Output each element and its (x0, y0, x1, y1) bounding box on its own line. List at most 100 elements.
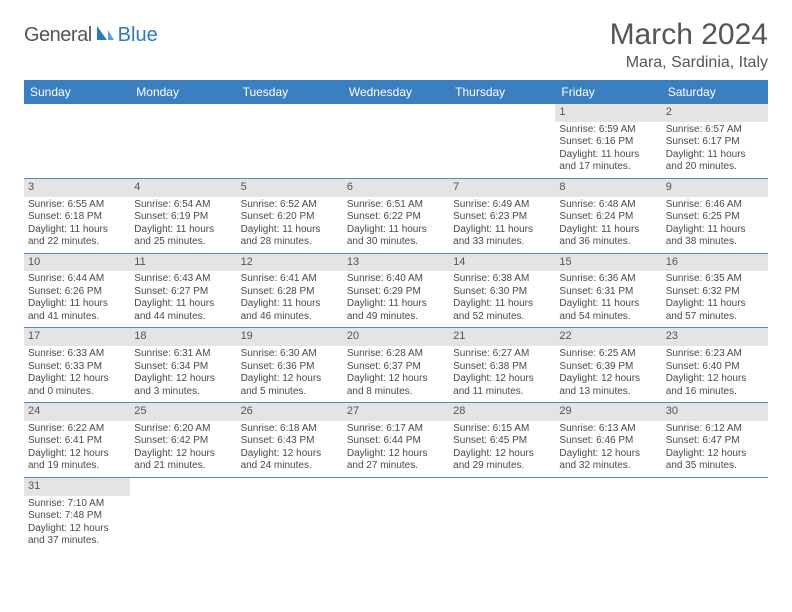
logo-text-2: Blue (118, 24, 158, 47)
day-cell (343, 104, 449, 178)
sunset-text: Sunset: 6:31 PM (559, 286, 657, 299)
sunrise-text: Sunrise: 6:36 AM (559, 273, 657, 286)
day-number: 19 (237, 328, 343, 346)
sunset-text: Sunset: 6:36 PM (241, 361, 339, 374)
sunset-text: Sunset: 6:32 PM (666, 286, 764, 299)
sunset-text: Sunset: 6:30 PM (453, 286, 551, 299)
sunset-text: Sunset: 6:29 PM (347, 286, 445, 299)
day-number: 12 (237, 254, 343, 272)
day-number: 4 (130, 179, 236, 197)
location: Mara, Sardinia, Italy (610, 54, 768, 72)
dow-cell: Saturday (662, 80, 768, 104)
sunset-text: Sunset: 6:26 PM (28, 286, 126, 299)
day1-text: Daylight: 12 hours (347, 373, 445, 386)
sunset-text: Sunset: 6:38 PM (453, 361, 551, 374)
day-number: 20 (343, 328, 449, 346)
sunset-text: Sunset: 6:43 PM (241, 435, 339, 448)
day-number: 30 (662, 403, 768, 421)
day-number: 16 (662, 254, 768, 272)
day-cell: 7Sunrise: 6:49 AMSunset: 6:23 PMDaylight… (449, 179, 555, 253)
sunrise-text: Sunrise: 6:18 AM (241, 423, 339, 436)
day-number: 13 (343, 254, 449, 272)
day2-text: and 57 minutes. (666, 311, 764, 324)
day-cell: 28Sunrise: 6:15 AMSunset: 6:45 PMDayligh… (449, 403, 555, 477)
week-row: 1Sunrise: 6:59 AMSunset: 6:16 PMDaylight… (24, 104, 768, 179)
day-number: 2 (662, 104, 768, 122)
day-cell: 8Sunrise: 6:48 AMSunset: 6:24 PMDaylight… (555, 179, 661, 253)
day1-text: Daylight: 12 hours (559, 448, 657, 461)
week-row: 17Sunrise: 6:33 AMSunset: 6:33 PMDayligh… (24, 328, 768, 403)
day1-text: Daylight: 11 hours (28, 224, 126, 237)
sunset-text: Sunset: 6:22 PM (347, 211, 445, 224)
sunset-text: Sunset: 6:45 PM (453, 435, 551, 448)
sunset-text: Sunset: 6:16 PM (559, 136, 657, 149)
day-cell: 23Sunrise: 6:23 AMSunset: 6:40 PMDayligh… (662, 328, 768, 402)
sunrise-text: Sunrise: 6:38 AM (453, 273, 551, 286)
day-cell: 17Sunrise: 6:33 AMSunset: 6:33 PMDayligh… (24, 328, 130, 402)
day1-text: Daylight: 11 hours (347, 224, 445, 237)
sunset-text: Sunset: 6:25 PM (666, 211, 764, 224)
sunrise-text: Sunrise: 7:10 AM (28, 498, 126, 511)
sunrise-text: Sunrise: 6:15 AM (453, 423, 551, 436)
sunrise-text: Sunrise: 6:25 AM (559, 348, 657, 361)
sunrise-text: Sunrise: 6:48 AM (559, 199, 657, 212)
day-cell (449, 478, 555, 552)
day1-text: Daylight: 12 hours (134, 448, 232, 461)
sunrise-text: Sunrise: 6:31 AM (134, 348, 232, 361)
day2-text: and 0 minutes. (28, 386, 126, 399)
day1-text: Daylight: 11 hours (559, 149, 657, 162)
sunrise-text: Sunrise: 6:20 AM (134, 423, 232, 436)
day2-text: and 28 minutes. (241, 236, 339, 249)
day-cell (449, 104, 555, 178)
day1-text: Daylight: 11 hours (134, 224, 232, 237)
day-number: 8 (555, 179, 661, 197)
day2-text: and 22 minutes. (28, 236, 126, 249)
day1-text: Daylight: 12 hours (559, 373, 657, 386)
logo-sail-icon (95, 24, 115, 47)
day1-text: Daylight: 12 hours (347, 448, 445, 461)
sunset-text: Sunset: 6:41 PM (28, 435, 126, 448)
sunrise-text: Sunrise: 6:28 AM (347, 348, 445, 361)
day-cell: 25Sunrise: 6:20 AMSunset: 6:42 PMDayligh… (130, 403, 236, 477)
sunset-text: Sunset: 6:47 PM (666, 435, 764, 448)
day-number: 23 (662, 328, 768, 346)
day1-text: Daylight: 12 hours (134, 373, 232, 386)
day1-text: Daylight: 11 hours (241, 298, 339, 311)
day2-text: and 46 minutes. (241, 311, 339, 324)
day-cell: 5Sunrise: 6:52 AMSunset: 6:20 PMDaylight… (237, 179, 343, 253)
day1-text: Daylight: 11 hours (453, 298, 551, 311)
day-number: 6 (343, 179, 449, 197)
day-cell (343, 478, 449, 552)
day-cell: 15Sunrise: 6:36 AMSunset: 6:31 PMDayligh… (555, 254, 661, 328)
day2-text: and 20 minutes. (666, 161, 764, 174)
sunrise-text: Sunrise: 6:17 AM (347, 423, 445, 436)
day-number: 7 (449, 179, 555, 197)
day1-text: Daylight: 11 hours (347, 298, 445, 311)
day-cell: 18Sunrise: 6:31 AMSunset: 6:34 PMDayligh… (130, 328, 236, 402)
day2-text: and 5 minutes. (241, 386, 339, 399)
dow-cell: Tuesday (237, 80, 343, 104)
day-number: 1 (555, 104, 661, 122)
day1-text: Daylight: 11 hours (453, 224, 551, 237)
day-number: 21 (449, 328, 555, 346)
day2-text: and 38 minutes. (666, 236, 764, 249)
dow-cell: Monday (130, 80, 236, 104)
day2-text: and 8 minutes. (347, 386, 445, 399)
day-cell: 6Sunrise: 6:51 AMSunset: 6:22 PMDaylight… (343, 179, 449, 253)
day2-text: and 52 minutes. (453, 311, 551, 324)
sunrise-text: Sunrise: 6:49 AM (453, 199, 551, 212)
sunrise-text: Sunrise: 6:54 AM (134, 199, 232, 212)
sunset-text: Sunset: 6:46 PM (559, 435, 657, 448)
day2-text: and 33 minutes. (453, 236, 551, 249)
day2-text: and 41 minutes. (28, 311, 126, 324)
day1-text: Daylight: 12 hours (241, 448, 339, 461)
sunset-text: Sunset: 6:28 PM (241, 286, 339, 299)
day-cell: 9Sunrise: 6:46 AMSunset: 6:25 PMDaylight… (662, 179, 768, 253)
sunset-text: Sunset: 6:44 PM (347, 435, 445, 448)
sunset-text: Sunset: 6:40 PM (666, 361, 764, 374)
sunset-text: Sunset: 7:48 PM (28, 510, 126, 523)
day1-text: Daylight: 12 hours (453, 373, 551, 386)
day-cell: 13Sunrise: 6:40 AMSunset: 6:29 PMDayligh… (343, 254, 449, 328)
day-cell: 20Sunrise: 6:28 AMSunset: 6:37 PMDayligh… (343, 328, 449, 402)
day-cell (237, 104, 343, 178)
